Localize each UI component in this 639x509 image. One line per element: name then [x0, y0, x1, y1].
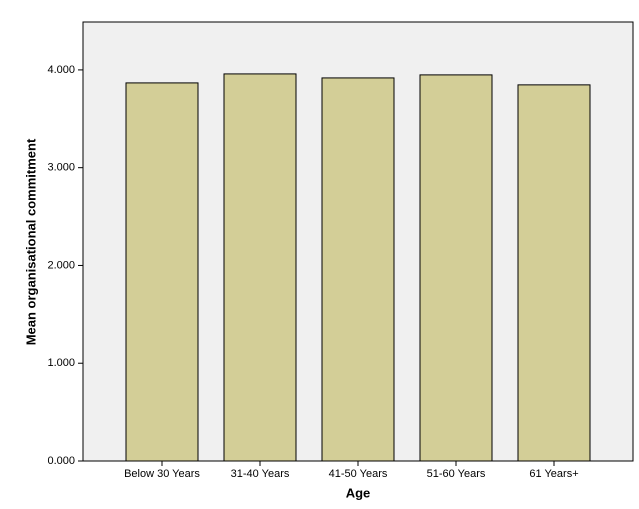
x-axis-title: Age [346, 485, 371, 500]
x-tick-label: 61 Years+ [529, 468, 578, 480]
bar [223, 73, 297, 462]
y-tick-label: 2.000 [47, 259, 75, 271]
y-tick-label: 3.000 [47, 162, 75, 174]
y-axis-title: Mean organisational commitment [23, 138, 38, 345]
bar [517, 84, 591, 462]
y-tick-label: 0.000 [47, 455, 75, 467]
bar [321, 77, 395, 462]
bar [125, 82, 199, 462]
y-tick-label: 4.000 [47, 64, 75, 76]
y-tick-label: 1.000 [47, 357, 75, 369]
x-tick-label: 31-40 Years [231, 468, 290, 480]
x-tick-label: Below 30 Years [124, 468, 200, 480]
x-tick-label: 51-60 Years [427, 468, 486, 480]
x-tick-label: 41-50 Years [329, 468, 388, 480]
bar [419, 74, 493, 462]
